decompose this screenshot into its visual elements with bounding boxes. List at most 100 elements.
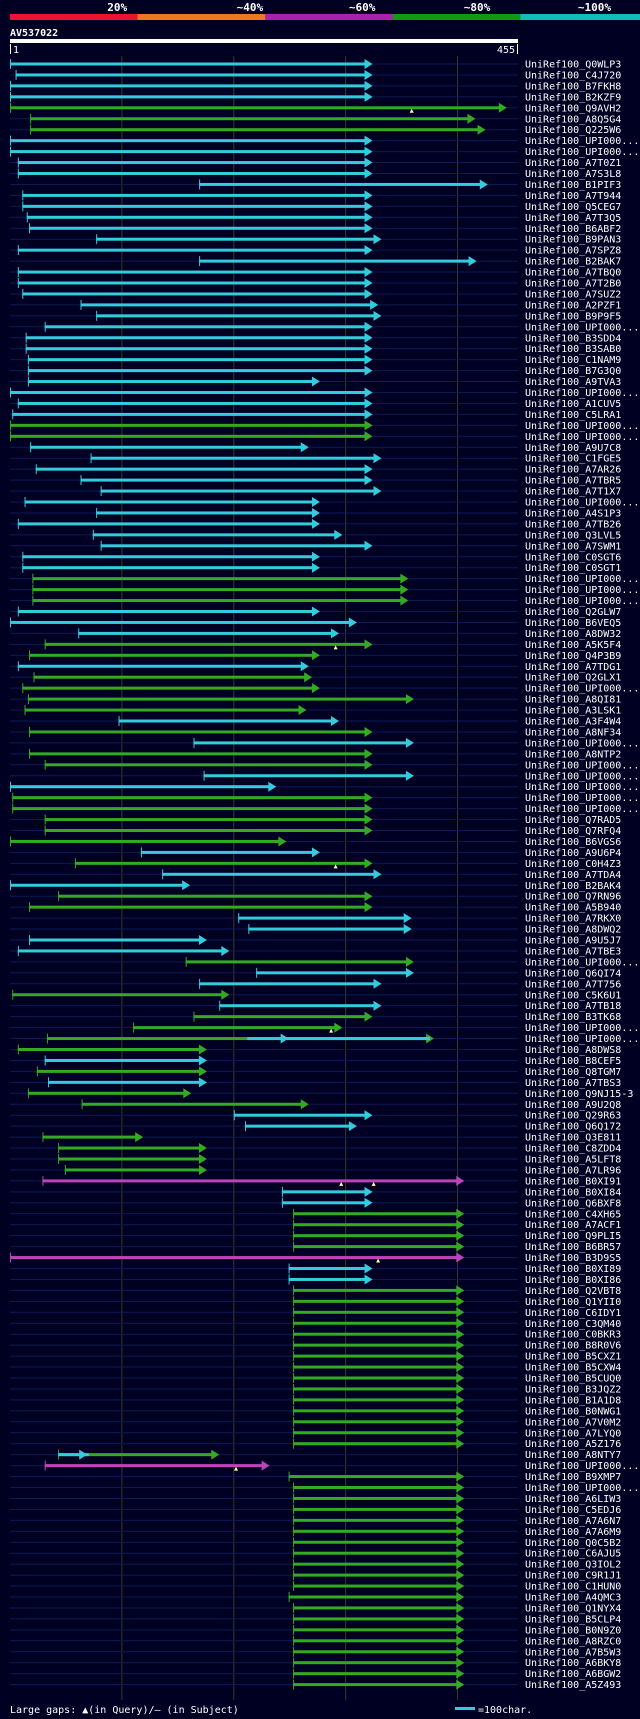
hit-row[interactable]: UniRef100_A4S1P3 — [10, 507, 621, 520]
hit-name[interactable]: UniRef100_UPI000... — [525, 771, 639, 782]
hit-row[interactable]: UniRef100_A7LR96 — [10, 1164, 621, 1177]
hit-name[interactable]: UniRef100_Q0WLP3 — [525, 60, 621, 71]
hit-name[interactable]: UniRef100_C3QM40 — [525, 1319, 621, 1330]
hit-name[interactable]: UniRef100_UPI000... — [525, 574, 639, 585]
hit-name[interactable]: UniRef100_A8NTP2 — [525, 749, 621, 760]
hit-name[interactable]: UniRef100_A7TBR5 — [525, 476, 621, 487]
hit-row[interactable]: UniRef100_A7RKX0 — [10, 913, 621, 925]
hit-row[interactable]: UniRef100_UPI000... — [10, 584, 639, 597]
hit-name[interactable]: UniRef100_A4QMC3 — [525, 1593, 621, 1604]
hit-row[interactable]: UniRef100_A7V0M2 — [10, 1416, 621, 1429]
hit-name[interactable]: UniRef100_UPI000... — [525, 596, 639, 607]
hit-name[interactable]: UniRef100_A8RZC0 — [525, 1636, 621, 1647]
hit-name[interactable]: UniRef100_A5B940 — [525, 903, 621, 914]
hit-name[interactable]: UniRef100_A8DWQ2 — [525, 925, 621, 936]
hit-name[interactable]: UniRef100_A6BKY8 — [525, 1658, 621, 1669]
hit-row[interactable]: UniRef100_A8Q5G4 — [10, 113, 621, 126]
hit-row[interactable]: UniRef100_Q3IOL2 — [10, 1559, 621, 1571]
hit-name[interactable]: UniRef100_B9P9F5 — [525, 311, 621, 322]
hit-name[interactable]: UniRef100_C5EDJ6 — [525, 1505, 621, 1516]
hit-row[interactable]: UniRef100_B2BAK7 — [10, 256, 621, 268]
hit-name[interactable]: UniRef100_B5CXZ1 — [525, 1352, 621, 1363]
hit-row[interactable]: UniRef100_B0XI89 — [10, 1263, 621, 1276]
hit-row[interactable]: UniRef100_C0H4Z3 — [10, 858, 621, 870]
hit-name[interactable]: UniRef100_UPI000... — [525, 804, 639, 815]
hit-row[interactable]: UniRef100_Q6BXF8 — [10, 1197, 621, 1210]
hit-row[interactable]: UniRef100_A7TDA4 — [10, 869, 621, 881]
hit-row[interactable]: UniRef100_A8DWS8 — [10, 1044, 621, 1057]
hit-name[interactable]: UniRef100_C4J720 — [525, 70, 621, 81]
hit-name[interactable]: UniRef100_B8CEF5 — [525, 1056, 621, 1067]
hit-row[interactable]: UniRef100_C6IDY1 — [10, 1307, 621, 1319]
hit-row[interactable]: UniRef100_A5LFT8 — [10, 1154, 621, 1166]
hit-name[interactable]: UniRef100_UPI000... — [525, 782, 639, 793]
hit-row[interactable]: UniRef100_UPI000... — [10, 683, 639, 695]
hit-row[interactable]: UniRef100_Q9NJ15-3 — [10, 1088, 633, 1100]
hit-row[interactable]: UniRef100_C6AJU5 — [10, 1548, 621, 1560]
hit-row[interactable]: UniRef100_UPI000... — [10, 321, 639, 334]
hit-name[interactable]: UniRef100_Q7RFQ4 — [525, 826, 621, 837]
hit-row[interactable]: UniRef100_Q225W6 — [10, 124, 621, 137]
hit-name[interactable]: UniRef100_B2BAK7 — [525, 257, 621, 268]
hit-row[interactable]: UniRef100_B3D9S5 — [10, 1252, 621, 1265]
hit-row[interactable]: UniRef100_A7TBS3 — [10, 1077, 621, 1089]
hit-name[interactable]: UniRef100_C1HUN0 — [525, 1582, 621, 1593]
hit-row[interactable]: UniRef100_A8DW32 — [10, 628, 621, 640]
hit-name[interactable]: UniRef100_C5K6U1 — [525, 990, 621, 1001]
hit-row[interactable]: UniRef100_A7B5W3 — [10, 1646, 621, 1659]
hit-row[interactable]: UniRef100_Q8TGM7 — [10, 1066, 621, 1078]
hit-row[interactable]: UniRef100_Q3LVL5 — [10, 529, 621, 542]
hit-row[interactable]: UniRef100_A7LYQ0 — [10, 1427, 621, 1440]
hit-name[interactable]: UniRef100_C5LRA1 — [525, 410, 621, 421]
hit-name[interactable]: UniRef100_A7RKX0 — [525, 914, 621, 925]
hit-row[interactable]: UniRef100_C4XH65 — [10, 1208, 621, 1221]
hit-row[interactable]: UniRef100_C0BKR3 — [10, 1329, 621, 1341]
hit-row[interactable]: UniRef100_A8NTP2 — [10, 748, 621, 761]
hit-row[interactable]: UniRef100_C9R1J1 — [10, 1570, 621, 1582]
hit-name[interactable]: UniRef100_A9U2Q8 — [525, 1100, 621, 1111]
hit-name[interactable]: UniRef100_UPI000... — [525, 1461, 639, 1472]
hit-name[interactable]: UniRef100_UPI000... — [525, 147, 639, 158]
hit-row[interactable]: UniRef100_B6VGS6 — [10, 836, 621, 848]
hit-name[interactable]: UniRef100_UPI000... — [525, 684, 639, 695]
hit-name[interactable]: UniRef100_B0XI91 — [525, 1176, 621, 1187]
hit-row[interactable]: UniRef100_A7T756 — [10, 978, 621, 991]
hit-row[interactable]: UniRef100_A3F4W4 — [10, 716, 621, 728]
hit-row[interactable]: UniRef100_A6BGW2 — [10, 1668, 621, 1681]
hit-row[interactable]: UniRef100_C8ZDD4 — [10, 1143, 621, 1155]
hit-name[interactable]: UniRef100_C8ZDD4 — [525, 1144, 621, 1155]
hit-name[interactable]: UniRef100_A8Q5G4 — [525, 114, 621, 125]
hit-name[interactable]: UniRef100_A7SWM1 — [525, 541, 621, 552]
hit-row[interactable]: UniRef100_UPI000... — [10, 497, 639, 509]
hit-name[interactable]: UniRef100_B9PAN3 — [525, 235, 621, 246]
hit-name[interactable]: UniRef100_UPI000... — [525, 322, 639, 333]
hit-name[interactable]: UniRef100_A7T756 — [525, 979, 621, 990]
hit-row[interactable]: UniRef100_Q9PLI5 — [10, 1230, 621, 1243]
hit-row[interactable]: UniRef100_UPI000... — [10, 146, 639, 159]
hit-name[interactable]: UniRef100_A7TBQ0 — [525, 268, 621, 279]
hit-row[interactable]: UniRef100_UPI000... — [10, 135, 639, 148]
hit-row[interactable]: UniRef100_Q6QI74 — [10, 967, 621, 980]
hit-name[interactable]: UniRef100_B3JQZ2 — [525, 1384, 621, 1395]
hit-row[interactable]: UniRef100_A7SUZ2 — [10, 288, 621, 301]
hit-row[interactable]: UniRef100_A7AR26 — [10, 464, 621, 476]
hit-row[interactable]: UniRef100_Q29R63 — [10, 1110, 621, 1122]
hit-row[interactable]: UniRef100_B6BR57 — [10, 1241, 621, 1254]
hit-row[interactable]: UniRef100_Q4P3B9 — [10, 650, 621, 662]
hit-row[interactable]: UniRef100_A8DWQ2 — [10, 924, 621, 936]
hit-name[interactable]: UniRef100_B0NWG1 — [525, 1406, 621, 1417]
hit-row[interactable]: UniRef100_A7A6N7 — [10, 1515, 621, 1527]
hit-name[interactable]: UniRef100_A7B5W3 — [525, 1647, 621, 1658]
hit-name[interactable]: UniRef100_A7AR26 — [525, 465, 621, 476]
hit-row[interactable]: UniRef100_A7TBE3 — [10, 945, 621, 958]
hit-row[interactable]: UniRef100_A9TVA3 — [10, 376, 621, 389]
hit-row[interactable]: UniRef100_A9U7C8 — [10, 442, 621, 454]
hit-name[interactable]: UniRef100_C0H4Z3 — [525, 859, 621, 870]
hit-row[interactable]: UniRef100_B9PAN3 — [10, 234, 621, 246]
hit-row[interactable]: UniRef100_A7ACF1 — [10, 1219, 621, 1232]
hit-name[interactable]: UniRef100_B3SDD4 — [525, 333, 621, 344]
hit-name[interactable]: UniRef100_A5K5F4 — [525, 640, 621, 651]
hit-name[interactable]: UniRef100_A7TDG1 — [525, 662, 621, 673]
hit-row[interactable]: UniRef100_Q3E811 — [10, 1132, 621, 1144]
hit-row[interactable]: UniRef100_UPI000... — [10, 573, 639, 586]
